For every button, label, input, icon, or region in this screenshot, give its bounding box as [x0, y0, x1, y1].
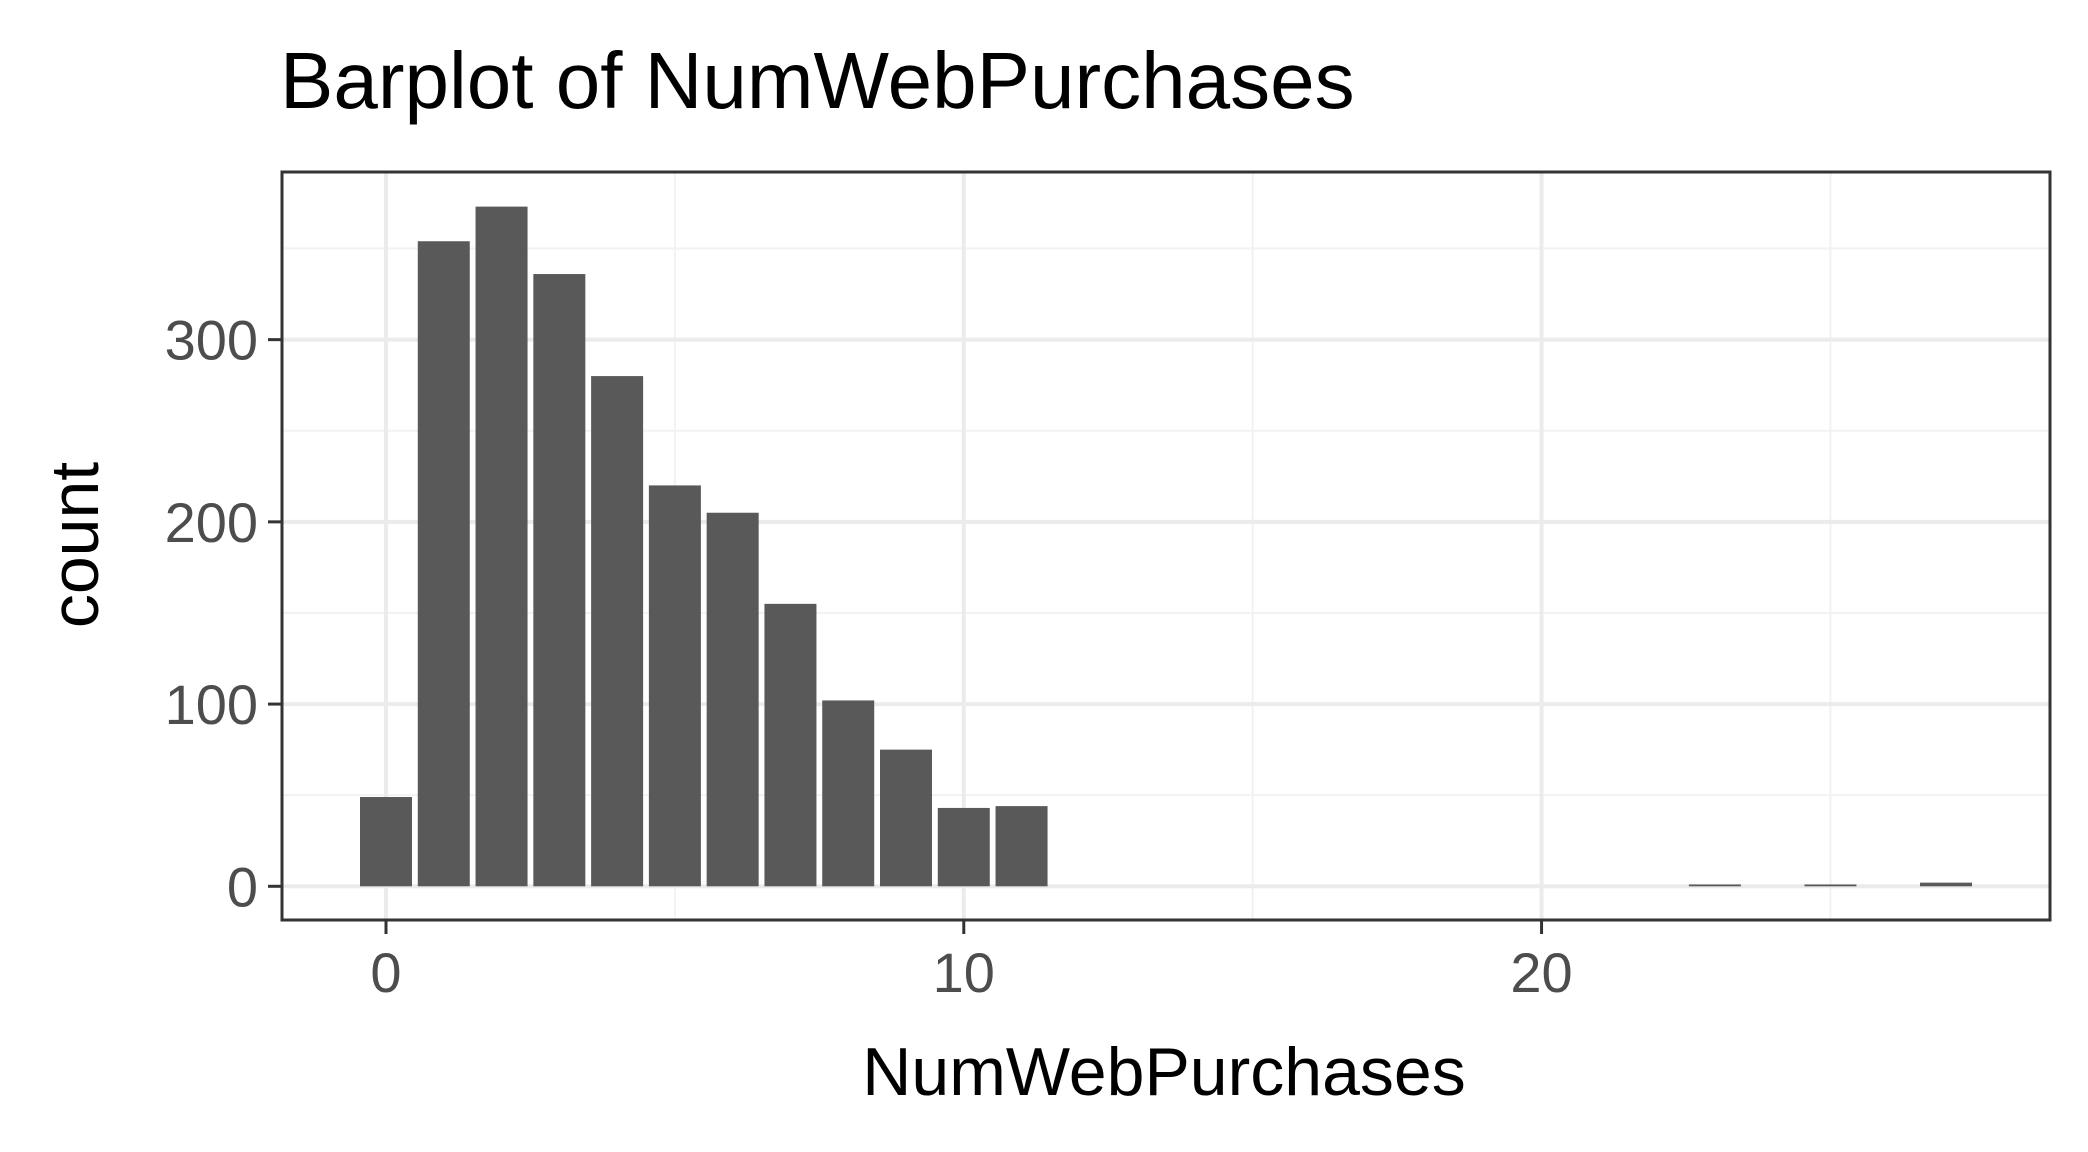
bar — [533, 274, 586, 887]
bar — [591, 376, 644, 887]
y-tick-label: 300 — [165, 309, 258, 372]
bar — [995, 806, 1048, 887]
bars — [360, 206, 1972, 887]
x-tick-label: 10 — [933, 941, 995, 1004]
y-tick-label: 0 — [227, 855, 258, 918]
bar — [1804, 884, 1857, 887]
x-tick-label: 0 — [370, 941, 401, 1004]
x-axis: 0 10 20 — [370, 920, 1573, 1004]
y-tick-label: 100 — [165, 673, 258, 736]
bar — [360, 797, 412, 887]
x-axis-title: NumWebPurchases — [862, 1034, 1465, 1110]
y-tick-label: 200 — [165, 491, 258, 554]
y-axis: 0 100 200 300 — [165, 309, 282, 918]
y-axis-title: count — [37, 462, 113, 628]
plot-panel — [280, 170, 2052, 922]
bar — [937, 807, 990, 887]
bar — [475, 206, 528, 887]
chart-title: Barplot of NumWebPurchases — [280, 36, 1355, 125]
bar — [822, 700, 875, 887]
bar — [764, 603, 817, 887]
bar — [417, 241, 470, 887]
bar — [648, 485, 701, 887]
bar — [1920, 882, 1972, 887]
panel-border — [280, 170, 2052, 922]
bar — [880, 749, 932, 887]
bar — [1688, 884, 1741, 887]
bar — [706, 512, 759, 887]
x-tick-label: 20 — [1510, 941, 1572, 1004]
